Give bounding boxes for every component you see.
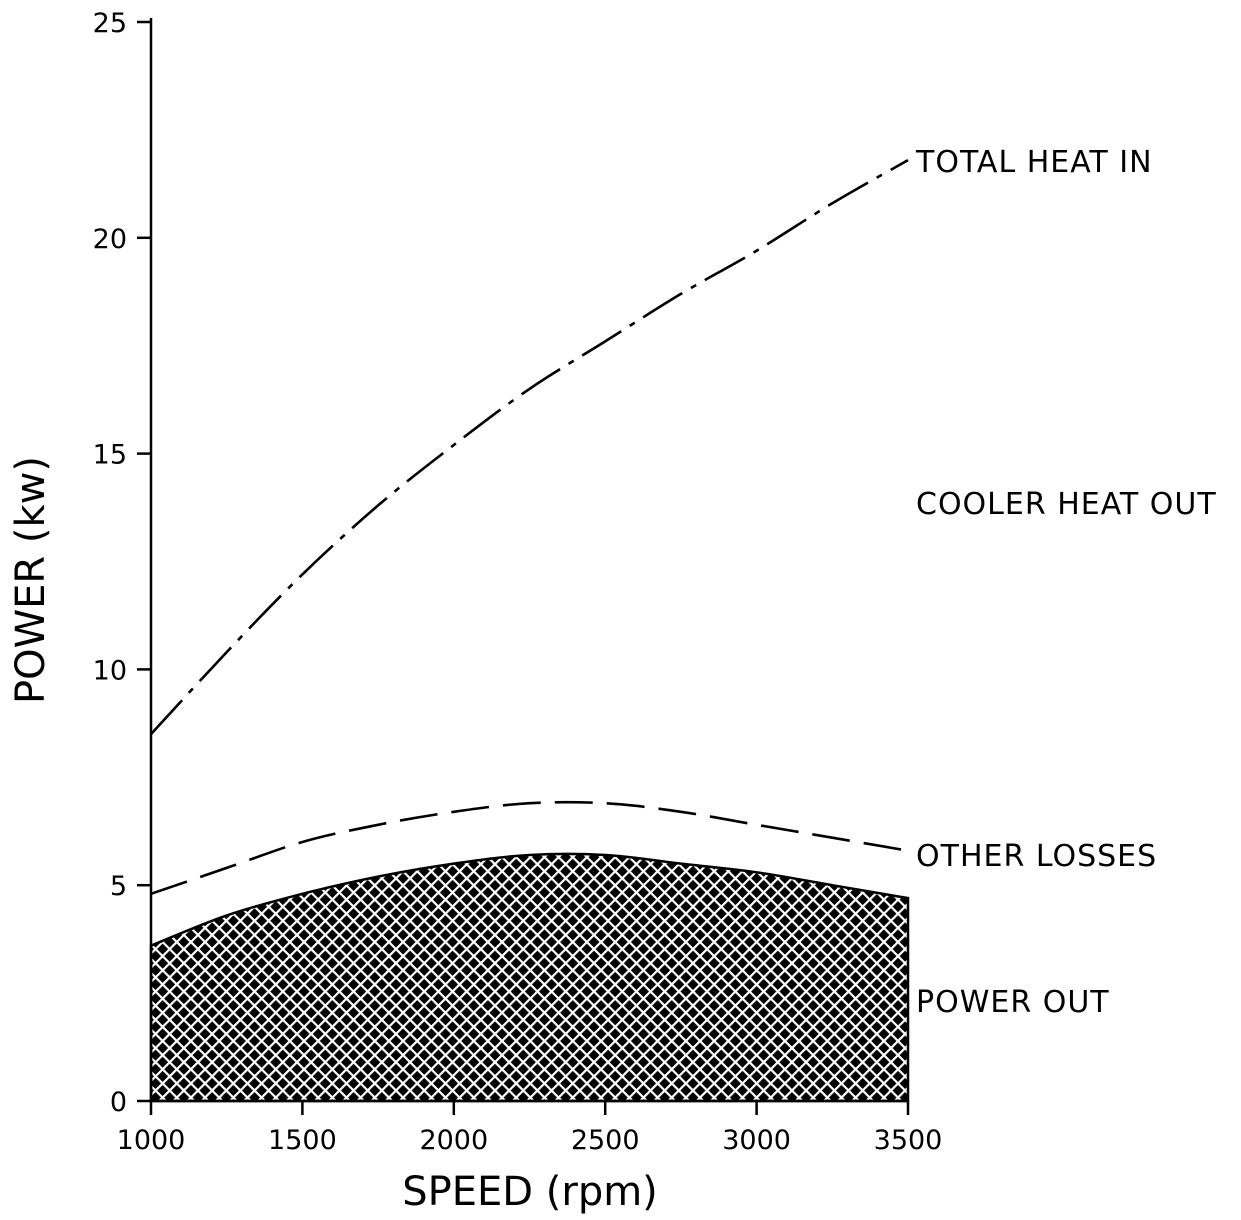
x-tick-label: 2000 [419, 1125, 488, 1156]
series-line-other-losses [150, 800, 909, 896]
x-tick-label: 1500 [268, 1125, 337, 1156]
y-axis-title: POWER (kw) [8, 456, 54, 704]
label-total-heat-in: TOTAL HEAT IN [915, 145, 1153, 180]
series-line-total-heat-in [150, 158, 909, 735]
label-power-out: POWER OUT [916, 985, 1110, 1020]
x-tick-label: 3500 [874, 1125, 943, 1156]
y-tick-label: 25 [93, 8, 127, 39]
label-other-losses: OTHER LOSSES [916, 839, 1157, 874]
series-area-power-out [149, 852, 910, 1103]
y-tick-label: 20 [93, 224, 127, 255]
x-tick-label: 1000 [117, 1125, 186, 1156]
label-cooler-heat-out: COOLER HEAT OUT [916, 487, 1217, 522]
x-tick-label: 3000 [722, 1125, 791, 1156]
y-tick-label: 15 [93, 440, 127, 471]
y-tick-label: 10 [93, 655, 127, 686]
axes: 0 5 10 15 20 25 1000 1500 2000 2500 3000 3500 [93, 8, 943, 1156]
x-tick-label: 2500 [571, 1125, 640, 1156]
x-axis-title: SPEED (rpm) [402, 1169, 658, 1215]
y-tick-label: 0 [110, 1087, 127, 1118]
plot-area [149, 158, 910, 1103]
y-tick-label: 5 [110, 871, 127, 902]
